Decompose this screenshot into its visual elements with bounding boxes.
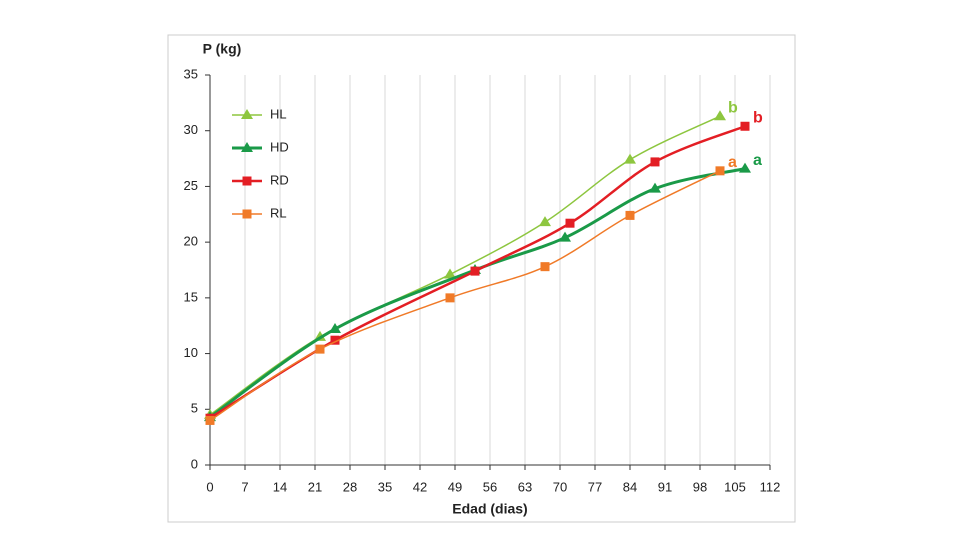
x-tick-label: 63 bbox=[518, 479, 532, 494]
data-point bbox=[624, 153, 636, 164]
x-tick-label: 56 bbox=[483, 479, 497, 494]
series-line bbox=[209, 170, 721, 422]
x-tick-label: 42 bbox=[413, 479, 427, 494]
data-point bbox=[329, 323, 341, 334]
x-tick-label: 91 bbox=[658, 479, 672, 494]
data-point bbox=[649, 182, 661, 193]
legend-marker bbox=[241, 142, 253, 152]
data-point bbox=[205, 415, 215, 425]
data-point bbox=[650, 157, 660, 167]
data-point bbox=[715, 166, 725, 176]
x-tick-label: 49 bbox=[448, 479, 462, 494]
x-tick-label: 105 bbox=[724, 479, 746, 494]
x-axis-title: Edad (dias) bbox=[452, 501, 527, 517]
legend-label: RD bbox=[270, 172, 289, 187]
data-point bbox=[739, 162, 751, 173]
legend-label: HL bbox=[270, 106, 287, 121]
legend-marker bbox=[242, 209, 252, 219]
x-tick-label: 14 bbox=[273, 479, 287, 494]
end-label: a bbox=[753, 152, 762, 169]
y-axis-title: P (kg) bbox=[203, 41, 242, 57]
data-point bbox=[565, 218, 575, 228]
x-tick-label: 35 bbox=[378, 479, 392, 494]
y-tick-label: 5 bbox=[191, 401, 198, 416]
data-point bbox=[444, 268, 456, 279]
x-tick-label: 112 bbox=[760, 479, 781, 494]
y-tick-label: 15 bbox=[184, 289, 198, 304]
x-tick-label: 7 bbox=[241, 479, 248, 494]
data-point bbox=[559, 231, 571, 242]
y-tick-label: 10 bbox=[184, 345, 198, 360]
legend-marker bbox=[241, 109, 253, 119]
x-tick-label: 28 bbox=[343, 479, 357, 494]
data-point bbox=[714, 110, 726, 121]
data-point bbox=[540, 262, 550, 272]
legend-label: HD bbox=[270, 139, 289, 154]
data-point bbox=[330, 335, 340, 345]
end-label: b bbox=[753, 109, 763, 126]
x-tick-label: 98 bbox=[693, 479, 707, 494]
end-label: a bbox=[728, 154, 737, 171]
data-point bbox=[470, 266, 480, 276]
x-tick-label: 21 bbox=[308, 479, 322, 494]
x-tick-label: 77 bbox=[588, 479, 602, 494]
y-tick-label: 30 bbox=[184, 122, 198, 137]
data-point bbox=[445, 293, 455, 303]
end-label: b bbox=[728, 99, 738, 116]
data-point bbox=[539, 216, 551, 227]
legend-label: RL bbox=[270, 205, 287, 220]
x-tick-label: 70 bbox=[553, 479, 567, 494]
y-tick-label: 35 bbox=[184, 66, 198, 81]
legend-marker bbox=[242, 176, 252, 186]
chart-frame bbox=[167, 34, 796, 523]
y-tick-label: 25 bbox=[184, 178, 198, 193]
data-point bbox=[315, 344, 325, 354]
y-tick-label: 20 bbox=[184, 234, 198, 249]
data-point bbox=[625, 210, 635, 220]
data-point bbox=[740, 121, 750, 131]
y-tick-label: 0 bbox=[191, 456, 198, 471]
x-tick-label: 84 bbox=[623, 479, 637, 494]
x-tick-label: 0 bbox=[206, 479, 213, 494]
